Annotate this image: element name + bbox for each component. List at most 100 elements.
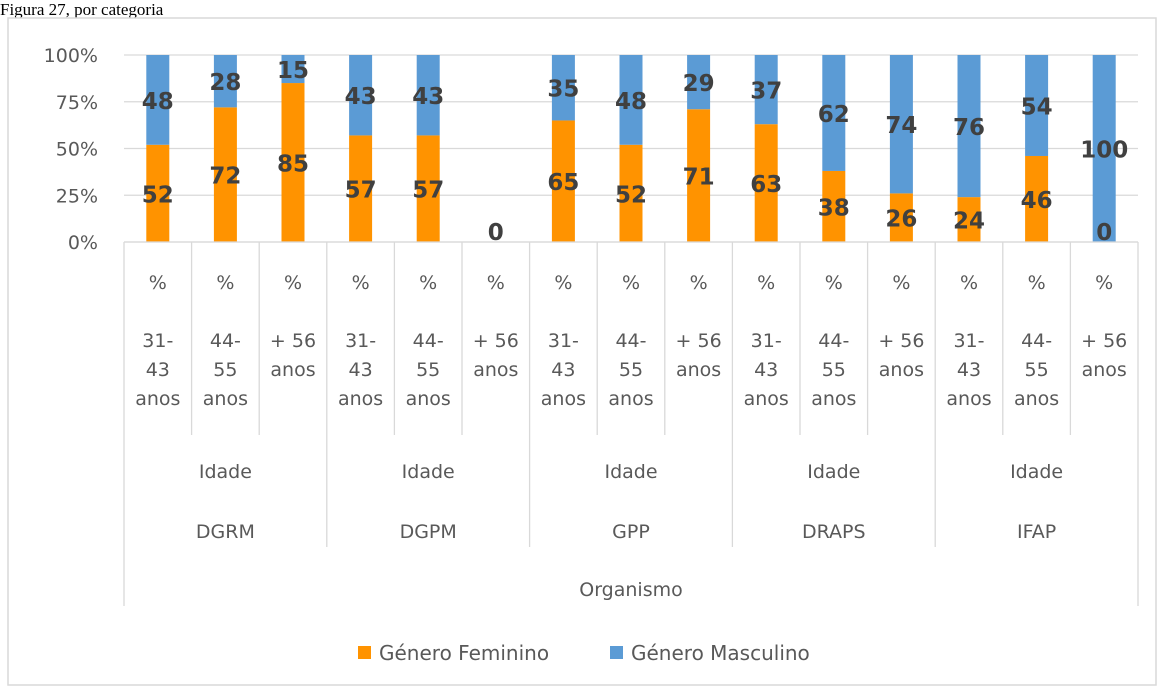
x-age-label: 44-55 anos [203,330,248,410]
bar-feminino [416,135,440,242]
x-idade-label: Idade [199,461,252,483]
legend-swatch [610,646,623,659]
x-level1-label: % [149,272,167,294]
y-tick-label: 50% [56,139,98,161]
data-label-feminino: 57 [412,178,444,204]
bar-masculino [213,55,237,108]
data-label-feminino: 85 [277,152,309,178]
data-label-feminino: 72 [209,164,241,190]
bar-feminino [687,109,711,242]
x-organism-label: GPP [612,521,650,543]
bar-masculino [146,55,170,145]
x-age-label: + 56 anos [270,330,316,381]
bar-masculino [619,55,643,145]
bar-feminino [957,197,981,242]
x-age-label: 31-43 anos [744,330,789,410]
data-label-feminino: 26 [885,207,917,233]
bar-feminino [889,193,913,242]
bar-feminino [822,170,846,242]
data-label-feminino: 71 [683,165,715,191]
x-organism-label: DGPM [400,521,457,543]
y-tick-label: 100% [44,45,98,67]
data-label-feminino: 0 [488,220,504,246]
bar-masculino [687,55,711,110]
x-age-label: 31-43 anos [135,330,180,410]
data-label-feminino: 52 [615,182,647,208]
data-label-feminino: 38 [818,195,850,221]
x-level1-label: % [622,272,640,294]
x-age-label: + 56 anos [878,330,924,381]
x-age-label: 31-43 anos [946,330,991,410]
bar-masculino [281,55,305,84]
bar-feminino [281,83,305,242]
x-level1-label: % [825,272,843,294]
x-organismo-label: Organismo [579,579,683,601]
legend-label: Género Feminino [379,641,549,665]
x-level1-label: % [352,272,370,294]
y-axis-tick-labels: 0% 25% 50% 75% 100% [44,45,98,254]
data-label-feminino: 46 [1021,188,1053,214]
x-age-label: 44-55 anos [1014,330,1059,410]
data-label-masculino: 48 [142,89,174,115]
data-label-feminino: 52 [142,182,174,208]
y-tick-label: 75% [56,92,98,114]
x-idade-label: Idade [807,461,860,483]
data-label-masculino: 37 [750,79,782,105]
x-level1-label: % [487,272,505,294]
bar-feminino [1025,155,1049,242]
bars [146,55,1116,242]
x-age-label: + 56 anos [1081,330,1127,381]
data-label-masculino: 100 [1080,138,1128,164]
x-level1-label: % [690,272,708,294]
x-level1-label: % [892,272,910,294]
data-label-masculino: 28 [209,70,241,96]
data-label-feminino: 65 [547,170,579,196]
x-idade-label: Idade [1010,461,1063,483]
x-axis-categories: % 31-43 anos% 44-55 anos% + 56 anos% 31-43 anos%… [123,241,1139,606]
x-age-label: 44-55 anos [811,330,856,410]
x-organism-label: IFAP [1017,521,1056,543]
x-age-label: 44-55 anos [406,330,451,410]
data-label-feminino: 24 [953,209,985,235]
figure-caption-fragment: Figura 27, por categoria [0,0,164,19]
y-tick-label: 0% [68,232,98,254]
data-label-feminino: 57 [345,178,377,204]
data-label-masculino: 54 [1021,94,1053,120]
bar-masculino [1025,55,1049,156]
data-label-masculino: 15 [277,58,309,84]
x-idade-label: Idade [604,461,657,483]
data-label-masculino: 43 [345,84,377,110]
x-age-label: 31-43 anos [338,330,383,410]
data-label-masculino: 48 [615,89,647,115]
data-label-feminino: 63 [750,172,782,198]
data-label-masculino: 76 [953,115,985,141]
bar-masculino [822,55,846,171]
bar-feminino [754,124,778,242]
data-label-masculino: 43 [412,84,444,110]
y-tick-label: 25% [56,185,98,207]
x-level1-label: % [1028,272,1046,294]
bar-masculino [1092,55,1116,242]
data-label-masculino: 35 [547,77,579,103]
x-level1-label: % [960,272,978,294]
x-level1-label: % [216,272,234,294]
data-labels: 52 48 72 28 85 15 57 43 57 43 0 65 35 52 48 71 29 63 37 38 6… [142,58,1128,246]
x-level1-label: % [284,272,302,294]
legend-swatch [358,646,371,659]
bar-feminino [349,135,373,242]
x-level1-label: % [1095,272,1113,294]
x-idade-label: Idade [402,461,455,483]
bar-masculino [957,55,981,198]
legend-label: Género Masculino [631,641,810,665]
bar-feminino [551,120,575,242]
x-level1-label: % [757,272,775,294]
x-organism-label: DGRM [196,521,255,543]
legend: Género Feminino Género Masculino [358,641,810,665]
data-label-masculino: 29 [683,71,715,97]
bar-masculino [349,55,373,136]
bar-feminino [146,144,170,242]
bar-masculino [754,55,778,125]
bar-feminino [619,144,643,242]
data-label-feminino: 0 [1096,220,1112,246]
